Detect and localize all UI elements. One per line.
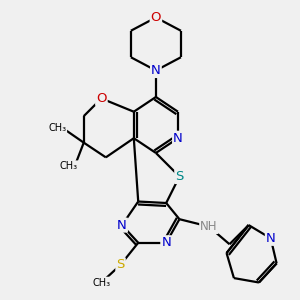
Text: O: O [96, 92, 107, 105]
Text: N: N [117, 219, 127, 232]
Text: N: N [173, 132, 183, 145]
Text: O: O [151, 11, 161, 24]
Text: S: S [116, 258, 125, 271]
Text: CH₃: CH₃ [92, 278, 110, 287]
Text: S: S [175, 170, 184, 183]
Text: N: N [161, 236, 171, 249]
Text: CH₃: CH₃ [60, 161, 78, 171]
Text: N: N [266, 232, 276, 245]
Text: CH₃: CH₃ [48, 123, 66, 133]
Text: N: N [151, 64, 161, 77]
Text: NH: NH [200, 220, 218, 233]
